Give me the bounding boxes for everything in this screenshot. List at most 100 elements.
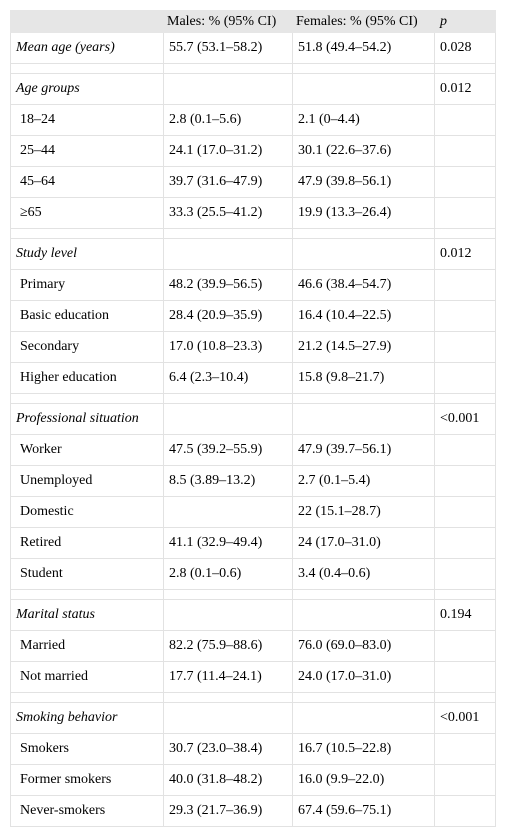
data-row: Primary 48.2 (39.9–56.5) 46.6 (38.4–54.7) [10,269,496,301]
data-row: Unemployed 8.5 (3.89–13.2) 2.7 (0.1–5.4) [10,465,496,497]
spacer-cell [292,63,435,74]
table-cell: 16.7 (10.5–22.8) [292,733,435,765]
table-cell: ≥65 [10,197,164,229]
data-table: Males: % (95% CI) Females: % (95% CI) p … [10,10,496,827]
section-row: Smoking behavior <0.001 [10,702,496,734]
spacer-cell [10,63,164,74]
table-cell: Smoking behavior [10,702,164,734]
table-cell: 17.0 (10.8–23.3) [163,331,293,363]
table-cell [434,362,496,394]
spacer-cell [163,393,293,404]
table-cell: Higher education [10,362,164,394]
table-cell: 18–24 [10,104,164,136]
table-cell [434,166,496,198]
table-cell [163,238,293,270]
spacer-cell [10,228,164,239]
table-cell: 40.0 (31.8–48.2) [163,764,293,796]
table-cell [434,300,496,332]
data-row: Student 2.8 (0.1–0.6) 3.4 (0.4–0.6) [10,558,496,590]
table-cell: Not married [10,661,164,693]
table-cell: 24.0 (17.0–31.0) [292,661,435,693]
header-row: Males: % (95% CI) Females: % (95% CI) p [10,10,496,33]
header-cell: Males: % (95% CI) [163,10,293,33]
table-cell: 2.8 (0.1–5.6) [163,104,293,136]
spacer-cell [10,393,164,404]
table-cell: 0.028 [434,32,496,64]
table-cell: 39.7 (31.6–47.9) [163,166,293,198]
table-cell: Smokers [10,733,164,765]
header-cell: p [434,10,496,33]
spacer-cell [434,63,496,74]
table-cell: Domestic [10,496,164,528]
table-cell: Secondary [10,331,164,363]
table-cell: 16.0 (9.9–22.0) [292,764,435,796]
section-row: Age groups 0.012 [10,73,496,105]
table-cell: 8.5 (3.89–13.2) [163,465,293,497]
spacer-row [10,228,496,239]
data-row: Higher education 6.4 (2.3–10.4) 15.8 (9.8–… [10,362,496,394]
table-cell [292,238,435,270]
table-cell: <0.001 [434,702,496,734]
table-cell: 3.4 (0.4–0.6) [292,558,435,590]
table-cell: 30.1 (22.6–37.6) [292,135,435,167]
table-cell: 47.9 (39.8–56.1) [292,166,435,198]
header-cell: Females: % (95% CI) [292,10,435,33]
table-cell [434,135,496,167]
spacer-cell [434,589,496,600]
table-cell: 0.012 [434,238,496,270]
table-cell: 0.012 [434,73,496,105]
table-cell [163,599,293,631]
table-cell: 19.9 (13.3–26.4) [292,197,435,229]
table-cell [434,630,496,662]
table-cell: 22 (15.1–28.7) [292,496,435,528]
table-cell: 29.3 (21.7–36.9) [163,795,293,827]
table-cell: Marital status [10,599,164,631]
spacer-row [10,692,496,703]
table-cell: 2.7 (0.1–5.4) [292,465,435,497]
spacer-cell [163,692,293,703]
spacer-cell [434,228,496,239]
spacer-row [10,393,496,404]
table-cell: Primary [10,269,164,301]
table-cell: 28.4 (20.9–35.9) [163,300,293,332]
table-cell [434,527,496,559]
data-row: Domestic 22 (15.1–28.7) [10,496,496,528]
table-cell: 67.4 (59.6–75.1) [292,795,435,827]
spacer-cell [434,692,496,703]
table-cell: Former smokers [10,764,164,796]
table-cell: 51.8 (49.4–54.2) [292,32,435,64]
spacer-row [10,589,496,600]
table-cell: Mean age (years) [10,32,164,64]
table-cell [292,599,435,631]
table-cell: <0.001 [434,403,496,435]
table-cell: 6.4 (2.3–10.4) [163,362,293,394]
table-cell: Professional situation [10,403,164,435]
table-cell: 16.4 (10.4–22.5) [292,300,435,332]
table-cell [434,331,496,363]
table-cell: 82.2 (75.9–88.6) [163,630,293,662]
table-cell [163,73,293,105]
section-row: Study level 0.012 [10,238,496,270]
table-cell: 17.7 (11.4–24.1) [163,661,293,693]
data-row: Basic education 28.4 (20.9–35.9) 16.4 (10.… [10,300,496,332]
table-cell: Basic education [10,300,164,332]
data-row: Former smokers 40.0 (31.8–48.2) 16.0 (9.9–… [10,764,496,796]
table-cell [434,269,496,301]
table-cell: 46.6 (38.4–54.7) [292,269,435,301]
table-cell: 41.1 (32.9–49.4) [163,527,293,559]
table-cell [434,764,496,796]
table-cell: 33.3 (25.5–41.2) [163,197,293,229]
table-body: Mean age (years) 55.7 (53.1–58.2) 51.8 (49… [10,32,496,827]
section-row: Mean age (years) 55.7 (53.1–58.2) 51.8 (49… [10,32,496,64]
table-cell: Never-smokers [10,795,164,827]
table-cell: Student [10,558,164,590]
spacer-cell [292,228,435,239]
table-cell [434,496,496,528]
spacer-cell [10,692,164,703]
table-cell: 76.0 (69.0–83.0) [292,630,435,662]
table-cell: Married [10,630,164,662]
table-cell: 2.1 (0–4.4) [292,104,435,136]
table-cell [434,434,496,466]
table-cell: 47.5 (39.2–55.9) [163,434,293,466]
